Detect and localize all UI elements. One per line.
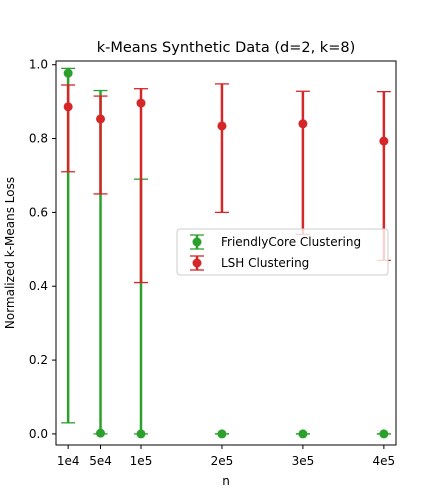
y-tick-label: 0.2 <box>29 353 48 367</box>
y-tick-label: 0.4 <box>29 279 48 293</box>
legend-label: LSH Clustering <box>221 256 309 270</box>
data-point <box>96 114 106 124</box>
legend-label: FriendlyCore Clustering <box>221 235 361 249</box>
data-point <box>96 428 106 438</box>
y-axis: 0.0 0.2 0.4 0.6 0.8 1.0 <box>29 58 56 441</box>
plot-area <box>61 67 391 439</box>
data-point <box>136 98 146 108</box>
x-tick-label: 3e5 <box>292 454 315 468</box>
x-tick-label: 5e4 <box>89 454 112 468</box>
data-point <box>217 121 227 131</box>
x-axis: 1e4 5e4 1e5 2e5 3e5 4e5 <box>57 445 395 468</box>
data-point <box>298 119 308 129</box>
data-point <box>136 429 146 439</box>
legend-box <box>176 228 389 276</box>
data-point <box>63 102 73 112</box>
y-tick-label: 0.8 <box>29 132 48 146</box>
x-tick-label: 4e5 <box>373 454 396 468</box>
legend: FriendlyCore Clustering LSH Clustering <box>176 228 389 276</box>
axes-frame <box>55 60 397 446</box>
data-point <box>379 136 389 146</box>
y-tick-label: 0.6 <box>29 205 48 219</box>
x-tick-label: 1e4 <box>57 454 80 468</box>
x-tick-label: 2e5 <box>211 454 234 468</box>
x-tick-label: 1e5 <box>130 454 153 468</box>
legend-marker-point <box>192 258 202 268</box>
legend-marker-point <box>192 237 202 247</box>
y-tick-label: 0.0 <box>29 427 48 441</box>
data-point <box>217 429 227 439</box>
data-point <box>63 68 73 78</box>
chart-title: k-Means Synthetic Data (d=2, k=8) <box>97 40 355 56</box>
x-axis-label: n <box>222 474 230 488</box>
data-point <box>379 429 389 439</box>
y-axis-label: Normalized k-Means Loss <box>3 177 17 329</box>
series-2 <box>61 83 391 284</box>
data-point <box>298 429 308 439</box>
y-tick-label: 1.0 <box>29 58 48 72</box>
